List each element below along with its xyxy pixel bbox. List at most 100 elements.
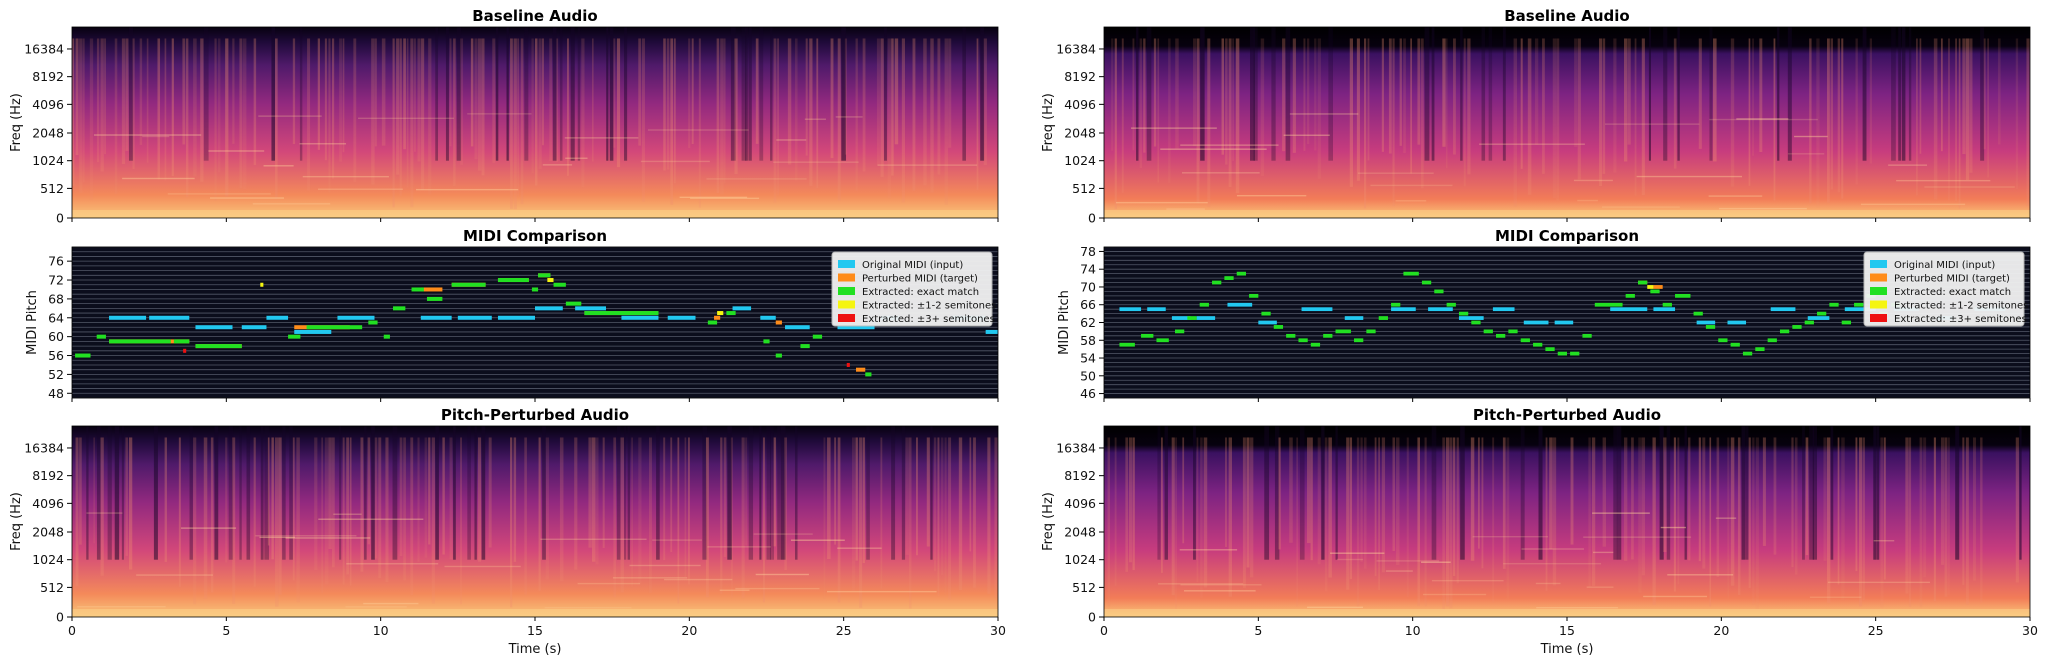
- transient-band: [1948, 38, 1950, 201]
- series-extracted-3-semitones: [183, 348, 850, 367]
- harmonic-streak: [1719, 207, 1807, 210]
- quiet-band: [624, 27, 628, 161]
- transient-band: [1207, 38, 1211, 208]
- midi-note: [1625, 293, 1635, 298]
- quiet-band: [1898, 27, 1901, 161]
- legend-label: Perturbed MIDI (target): [1894, 274, 2010, 285]
- transient-band: [96, 38, 100, 163]
- transient-band: [1114, 437, 1117, 586]
- midi-note: [1428, 307, 1453, 312]
- quiet-band: [770, 27, 773, 161]
- y-tick-label: 48: [48, 386, 64, 401]
- y-axis-label: Freq (Hz): [1041, 93, 1056, 152]
- harmonic-streak: [629, 564, 701, 567]
- harmonic-streak: [259, 536, 296, 539]
- transient-band: [410, 38, 414, 208]
- x-tick-label: 25: [1868, 623, 1884, 638]
- midi-note: [1653, 285, 1663, 289]
- transient-band: [453, 38, 456, 187]
- quiet-band: [884, 27, 887, 161]
- midi-note: [1533, 342, 1543, 347]
- transient-band: [1698, 38, 1702, 149]
- transient-band: [705, 437, 709, 598]
- transient-band: [905, 437, 909, 555]
- harmonic-streak: [1809, 596, 1862, 598]
- harmonic-streak: [1573, 179, 1613, 182]
- y-tick-label: 56: [48, 348, 64, 363]
- quiet-band: [467, 426, 471, 560]
- harmonic-streak: [363, 602, 419, 605]
- midi-note: [1779, 329, 1790, 334]
- transient-band: [1545, 437, 1548, 591]
- quiet-band: [1481, 27, 1486, 161]
- midi-note: [1557, 351, 1567, 356]
- y-tick-label: 76: [48, 254, 64, 269]
- transient-band: [1542, 38, 1545, 174]
- harmonic-streak: [1307, 606, 1364, 609]
- midi-note: [1236, 271, 1246, 276]
- y-tick-label: 1024: [1064, 153, 1096, 168]
- transient-band: [1916, 38, 1918, 196]
- quiet-band: [1328, 27, 1333, 161]
- transient-band: [275, 437, 279, 607]
- transient-band: [638, 437, 642, 585]
- transient-band: [1997, 38, 2001, 145]
- y-axis-label: Freq (Hz): [9, 93, 24, 152]
- transient-band: [602, 437, 605, 548]
- midi-note: [717, 311, 724, 316]
- quiet-band: [1164, 426, 1168, 560]
- x-tick-label: 5: [1254, 623, 1262, 638]
- quiet-band: [727, 426, 732, 560]
- y-tick-label: 8192: [32, 69, 64, 84]
- transient-band: [1175, 437, 1177, 609]
- transient-band: [367, 437, 371, 545]
- transient-band: [1196, 38, 1200, 204]
- midi-note: [1227, 302, 1253, 307]
- transient-band: [75, 38, 79, 156]
- transient-band: [1470, 437, 1475, 561]
- transient-band: [1381, 38, 1384, 152]
- transient-band: [193, 437, 197, 605]
- transient-band: [855, 38, 858, 191]
- panel-title: MIDI Comparison: [1495, 227, 1639, 245]
- transient-band: [716, 38, 720, 194]
- y-tick-label: 1024: [1064, 552, 1096, 567]
- y-tick-label: 0: [1088, 610, 1096, 625]
- x-tick-label: 20: [1713, 623, 1729, 638]
- harmonic-streak: [1604, 123, 1700, 125]
- transient-band: [1406, 437, 1409, 598]
- transient-band: [549, 38, 553, 162]
- transient-band: [1602, 437, 1607, 547]
- transient-band: [292, 38, 296, 145]
- y-tick-label: 70: [1080, 279, 1096, 294]
- midi-note: [260, 282, 264, 287]
- quiet-band: [1616, 426, 1622, 560]
- transient-band: [104, 38, 106, 155]
- transient-band: [1292, 38, 1296, 153]
- midi-note: [1647, 285, 1654, 289]
- y-tick-label: 66: [1080, 297, 1096, 312]
- y-tick-label: 0: [1088, 211, 1096, 226]
- transient-band: [1168, 38, 1171, 183]
- transient-band: [1940, 437, 1945, 565]
- transient-band: [371, 38, 375, 185]
- midi-note: [714, 315, 721, 320]
- transient-band: [1826, 38, 1830, 203]
- transient-band: [1919, 38, 1922, 154]
- transient-band: [428, 437, 431, 545]
- transient-band: [1859, 437, 1863, 607]
- midi-note: [173, 339, 190, 344]
- transient-band: [171, 38, 174, 177]
- transient-band: [353, 38, 357, 183]
- quiet-band: [1663, 27, 1668, 161]
- transient-band: [1980, 437, 1983, 603]
- transient-band: [1673, 437, 1676, 592]
- y-tick-label: 2048: [32, 525, 64, 540]
- transient-band: [307, 38, 311, 191]
- harmonic-streak: [1888, 164, 1928, 166]
- legend-label: Extracted: exact match: [1894, 287, 2011, 298]
- transient-band: [937, 437, 940, 596]
- quiet-band: [1862, 27, 1867, 161]
- transient-band: [79, 38, 83, 193]
- panel-title: Pitch-Perturbed Audio: [441, 406, 629, 424]
